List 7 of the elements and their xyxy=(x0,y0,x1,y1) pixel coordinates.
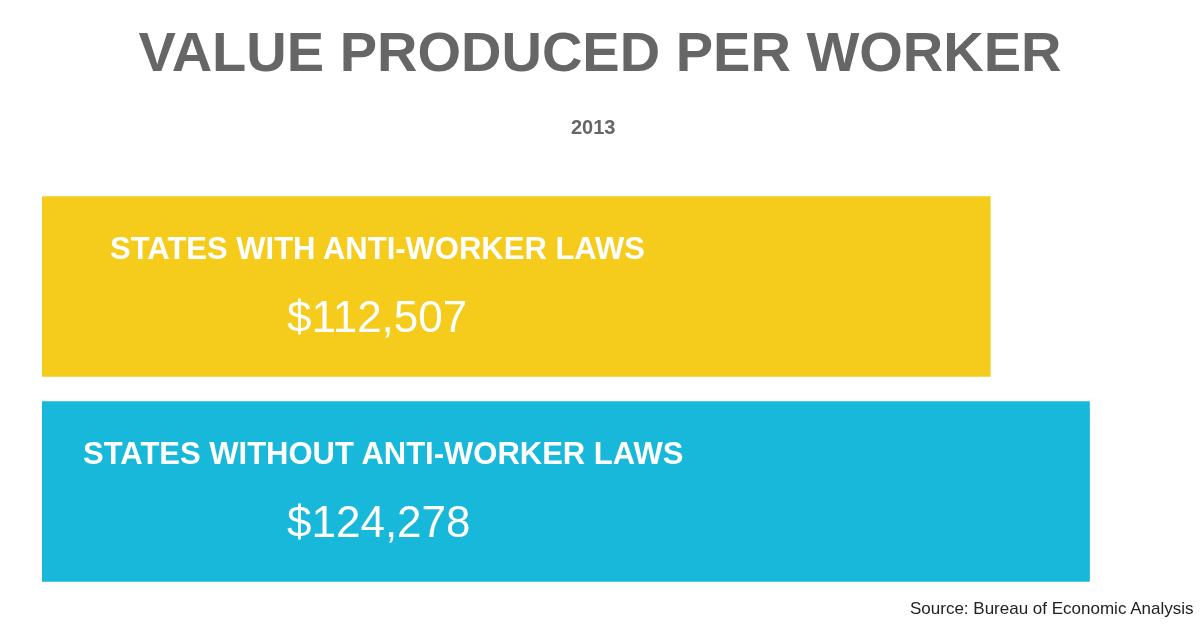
data-label: $124,278 xyxy=(287,497,471,546)
data-label: $112,507 xyxy=(287,292,468,341)
y-tick-label: STATES WITH ANTI-WORKER LAWS xyxy=(110,231,645,266)
source-note: Source: Bureau of Economic Analysis xyxy=(910,599,1194,618)
chart-subtitle: 2013 xyxy=(571,116,616,138)
chart-title: VALUE PRODUCED PER WORKER xyxy=(138,19,1062,83)
y-tick-label: STATES WITHOUT ANTI-WORKER LAWS xyxy=(83,436,684,471)
